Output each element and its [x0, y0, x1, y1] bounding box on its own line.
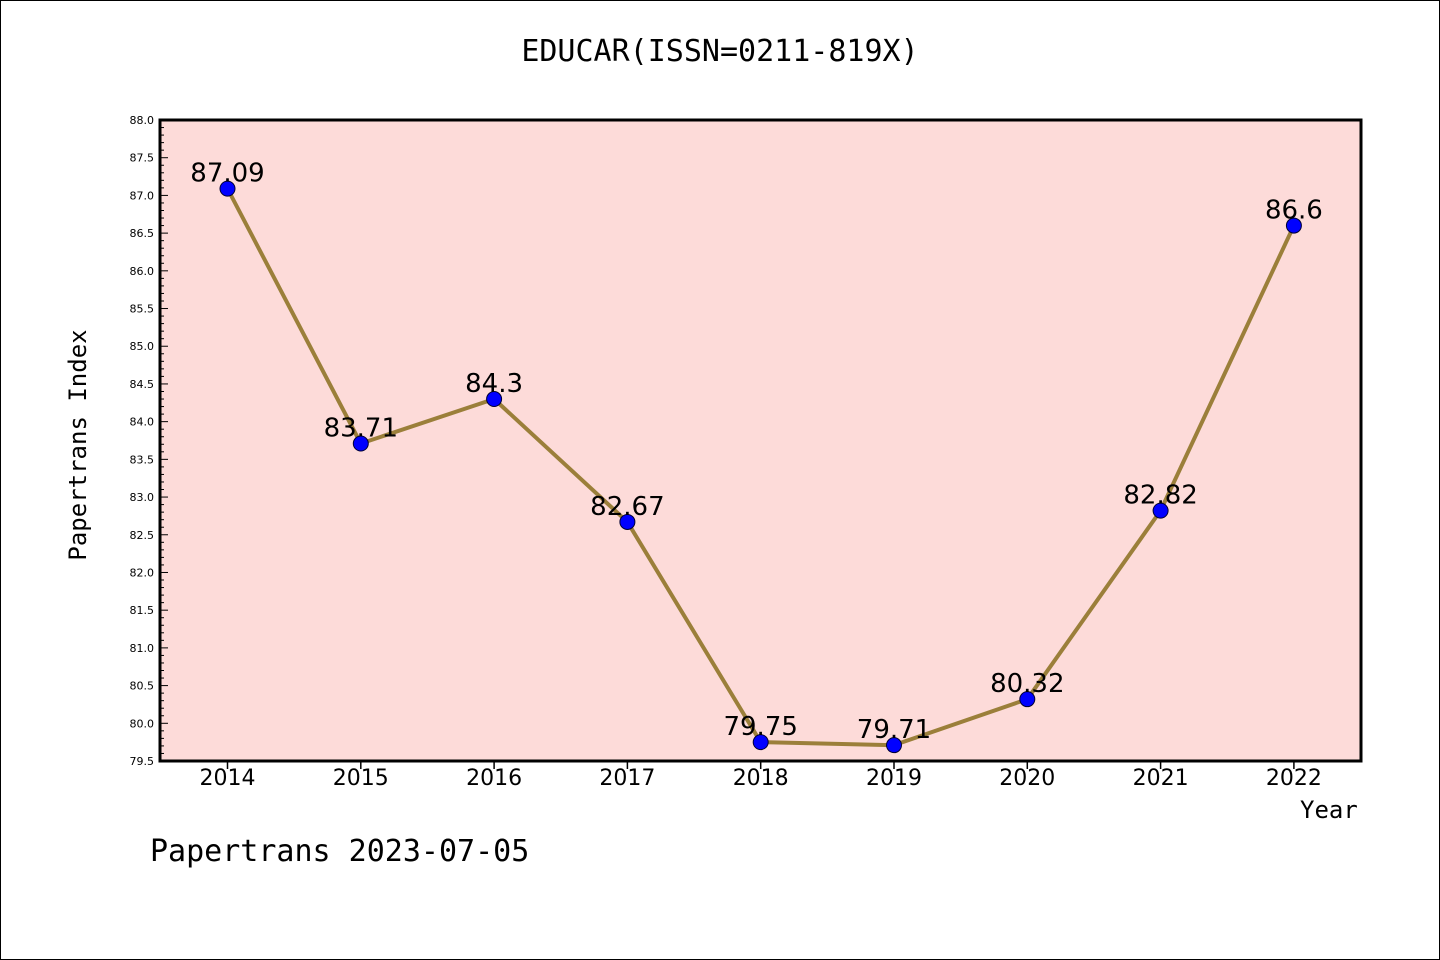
y-tick-label: 83.5 [130, 453, 155, 466]
y-tick-label: 87.5 [130, 152, 155, 165]
data-label: 82.82 [1123, 481, 1197, 511]
x-tick-label: 2018 [733, 766, 789, 791]
x-tick-label: 2016 [466, 766, 522, 791]
data-point [886, 737, 902, 754]
x-tick-label: 2015 [333, 766, 389, 791]
x-tick-label: 2019 [866, 766, 922, 791]
chart-title: EDUCAR(ISSN=0211-819X) [521, 34, 919, 69]
data-label: 79.75 [723, 712, 797, 742]
data-label: 83.71 [324, 414, 398, 444]
data-point [1019, 691, 1036, 708]
data-point [219, 180, 236, 197]
data-point [486, 391, 503, 408]
y-tick-label: 79.5 [130, 755, 155, 768]
data-point [352, 435, 369, 452]
y-tick-label: 81.5 [130, 604, 155, 617]
data-point [1152, 502, 1169, 519]
y-tick-label: 82.5 [130, 529, 155, 542]
data-label: 79.71 [857, 715, 931, 745]
y-tick-label: 83.0 [130, 491, 155, 504]
footer-text: Papertrans 2023-07-05 [150, 834, 530, 869]
data-point [1285, 217, 1302, 234]
series-group: 87.09 83.71 84.3 82.67 79.75 79.71 80.32 82.82 8… [190, 159, 1323, 754]
data-point [619, 513, 636, 530]
y-tick-label: 81.0 [130, 642, 155, 655]
y-tick-label: 86.5 [130, 227, 155, 240]
data-point [752, 734, 769, 751]
y-tick-label: 87.0 [130, 189, 155, 202]
y-tick-label: 85.5 [130, 303, 155, 316]
y-tick-label: 82.0 [130, 566, 155, 579]
y-tick-label: 84.5 [130, 378, 155, 391]
y-tick-label: 80.0 [130, 717, 155, 730]
y-tick-label: 84.0 [130, 416, 155, 429]
plot-border [158, 118, 1363, 763]
x-axis: 2014 2015 2016 2017 2018 2019 2020 2021 2022 [200, 761, 1322, 791]
x-axis-label: Year [1300, 796, 1358, 824]
data-label: 82.67 [590, 492, 664, 522]
data-label: 87.09 [190, 159, 264, 189]
x-tick-label: 2014 [200, 766, 256, 791]
x-tick-label: 2022 [1266, 766, 1322, 791]
y-tick-label: 86.0 [130, 265, 155, 278]
y-tick-label: 85.0 [130, 340, 155, 353]
data-label: 84.3 [465, 369, 523, 399]
x-tick-label: 2017 [599, 766, 655, 791]
data-label: 80.32 [990, 669, 1064, 699]
y-tick-label: 88.0 [130, 114, 155, 127]
x-tick-label: 2020 [999, 766, 1055, 791]
y-tick-label: 80.5 [130, 680, 155, 693]
data-label: 86.6 [1265, 196, 1323, 226]
x-tick-label: 2021 [1133, 766, 1189, 791]
